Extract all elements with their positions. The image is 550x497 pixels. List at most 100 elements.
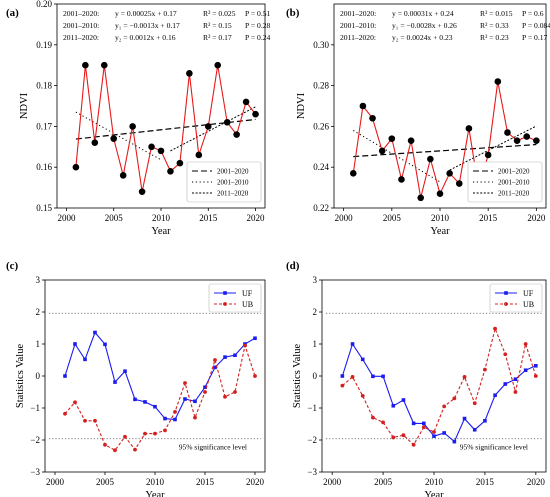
data-point <box>391 403 396 408</box>
data-point <box>138 188 146 195</box>
equation-period: 2001–2020: <box>340 9 376 18</box>
data-point <box>163 428 167 433</box>
legend-label: 2011–2020 <box>498 190 530 198</box>
data-point <box>381 374 385 379</box>
panel-label: (c) <box>6 260 19 272</box>
data-point <box>242 98 250 106</box>
data-point <box>411 442 416 447</box>
trend-line-dotted <box>75 111 162 161</box>
equation-formula: y = 0.00025x + 0.17 <box>115 9 177 18</box>
x-tick-label: 2020 <box>246 477 265 487</box>
series-line-ub <box>342 326 537 446</box>
x-tick-label: 2015 <box>199 213 218 223</box>
data-point <box>63 411 67 416</box>
series-line-ub <box>64 343 256 451</box>
y-axis-label: Statistics Value <box>15 344 26 409</box>
data-point <box>452 396 457 401</box>
data-point <box>391 435 396 440</box>
data-point <box>91 139 99 147</box>
series-line-uf <box>64 331 256 421</box>
equation-p: P = 0.6 <box>522 9 544 18</box>
y-tick-label: 0.30 <box>313 40 329 50</box>
data-point <box>378 147 386 155</box>
equation-formula: y = 0.00031x + 0.24 <box>392 9 454 18</box>
data-point <box>503 382 508 386</box>
data-point <box>123 434 127 439</box>
y-tick-label: 0.24 <box>313 162 329 172</box>
x-axis-label: Year <box>145 490 165 497</box>
data-point <box>100 61 108 69</box>
data-point <box>72 163 80 171</box>
data-point <box>533 137 540 144</box>
data-point <box>462 375 467 379</box>
data-point <box>472 427 477 432</box>
data-point <box>82 61 89 69</box>
y-tick-label: 0.28 <box>313 81 329 91</box>
data-point <box>123 369 127 373</box>
x-tick-label: 2010 <box>425 477 444 487</box>
data-point <box>223 355 227 359</box>
data-point <box>465 125 473 132</box>
equation-r2: R² = 0.025 <box>203 9 236 18</box>
equation-r2: R² = 0.015 <box>480 9 513 18</box>
legend-marker <box>223 302 227 306</box>
equation-p: P = 0.28 <box>245 21 271 30</box>
equation-p: P = 0.084 <box>522 21 550 30</box>
data-point <box>195 151 203 159</box>
x-tick-label: 2020 <box>527 477 546 487</box>
data-point <box>427 155 434 163</box>
equation-r2: R² = 0.17 <box>203 33 232 42</box>
panel-label: (a) <box>6 7 19 19</box>
data-point <box>493 393 497 397</box>
data-point <box>113 380 117 384</box>
x-axis-label: Year <box>424 490 444 497</box>
data-point <box>193 415 197 420</box>
series-line <box>75 65 256 192</box>
data-point <box>157 147 165 155</box>
y-tick-label: −3 <box>307 467 317 477</box>
x-axis-label: Year <box>430 226 450 237</box>
legend-label: UF <box>523 289 534 298</box>
data-point <box>203 385 207 389</box>
data-point <box>369 114 376 122</box>
y-tick-label: 0 <box>36 371 41 381</box>
y-axis-label: Statistics Value <box>292 344 303 409</box>
data-point <box>504 129 511 136</box>
data-point <box>432 434 436 438</box>
legend-label: 2001–2020 <box>498 168 530 176</box>
data-point <box>143 400 147 404</box>
data-point <box>493 326 497 331</box>
panel-c: (c) 2000 2005 2010 2015 2020 −3 −2 −1 0 1 2 3 Year Sta… <box>6 260 266 497</box>
data-point <box>350 342 355 346</box>
data-point <box>143 431 147 436</box>
data-point <box>73 400 77 405</box>
data-point <box>193 399 197 404</box>
x-tick-label: 2010 <box>146 477 165 487</box>
trend-line-densely-dotted <box>170 106 256 152</box>
data-point <box>484 151 492 159</box>
legend-marker <box>223 291 227 295</box>
data-point <box>483 419 487 423</box>
x-tick-label: 2000 <box>335 213 354 223</box>
x-tick-label: 2005 <box>105 213 124 223</box>
data-point <box>233 131 240 138</box>
y-tick-label: −1 <box>307 403 317 413</box>
equation-r2: R² = 0.23 <box>480 33 509 42</box>
y-tick-label: −3 <box>30 467 40 477</box>
data-point <box>371 415 375 420</box>
data-point <box>523 133 531 140</box>
data-point <box>243 343 247 348</box>
y-tick-label: 2 <box>36 307 41 317</box>
panel-label: (d) <box>286 260 300 272</box>
data-point <box>360 393 365 398</box>
data-point <box>360 357 365 362</box>
data-point <box>213 358 217 362</box>
legend-box <box>208 283 262 313</box>
data-point <box>381 420 385 425</box>
data-point <box>213 365 217 370</box>
data-point <box>223 119 231 126</box>
data-point <box>186 70 193 77</box>
data-point <box>513 137 521 144</box>
data-point <box>533 374 538 378</box>
x-tick-label: 2005 <box>374 477 393 487</box>
